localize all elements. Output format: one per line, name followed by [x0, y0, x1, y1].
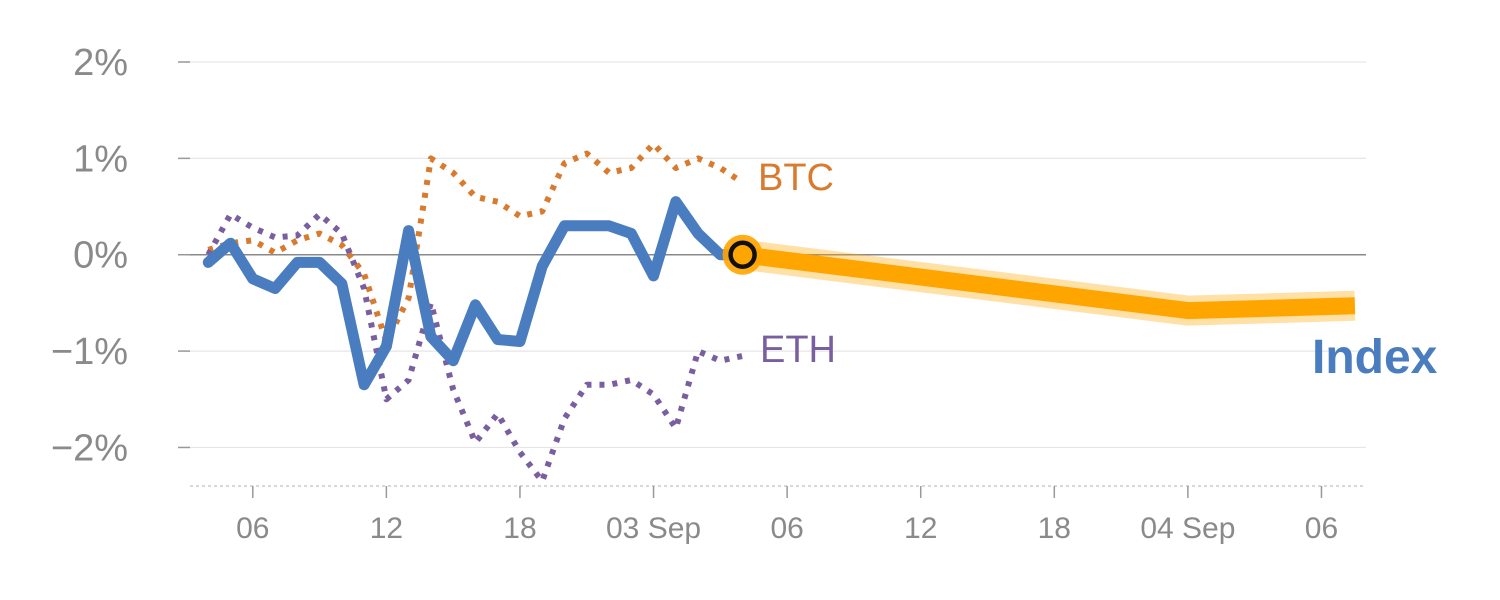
x-tick-label: 18: [503, 512, 536, 545]
eth-series-line: [205, 211, 744, 485]
x-tick-label: 04 Sep: [1140, 512, 1235, 545]
y-tick-label: 0%: [73, 235, 128, 277]
x-tick-label: 12: [370, 512, 403, 545]
index-series-label: Index: [1312, 331, 1438, 384]
y-tick-label: 2%: [73, 42, 128, 84]
y-tick-label: −1%: [51, 331, 128, 373]
btc-series-label: BTC: [758, 157, 834, 199]
index-series-line: [202, 196, 749, 391]
x-tick-label: 06: [1305, 512, 1338, 545]
x-tick-label: 06: [770, 512, 803, 545]
x-tick-label: 03 Sep: [606, 512, 701, 545]
forecast-layer: [722, 234, 1356, 326]
y-axis: 2% 1% 0% −1% −2%: [51, 42, 190, 469]
forecast-line: [741, 246, 1356, 320]
series-layer: [202, 140, 749, 485]
x-axis: 06 12 18 03 Sep 06 12 18 04 Sep 06: [190, 485, 1366, 545]
series-labels: BTC ETH Index: [758, 157, 1438, 384]
x-tick-label: 06: [236, 512, 269, 545]
eth-series-label: ETH: [760, 329, 836, 371]
y-tick-label: −2%: [51, 427, 128, 469]
x-tick-label: 12: [904, 512, 937, 545]
x-tick-label: 18: [1038, 512, 1071, 545]
current-marker: [728, 240, 757, 269]
y-tick-label: 1%: [73, 138, 128, 180]
